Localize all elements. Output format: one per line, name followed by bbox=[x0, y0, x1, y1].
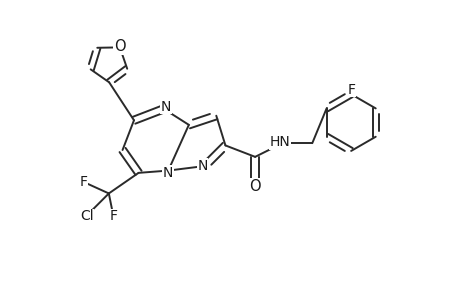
Text: F: F bbox=[109, 209, 117, 223]
Text: N: N bbox=[197, 159, 207, 173]
Text: Cl: Cl bbox=[80, 209, 94, 223]
Text: O: O bbox=[249, 179, 260, 194]
Text: O: O bbox=[114, 39, 125, 54]
Text: N: N bbox=[163, 166, 173, 180]
Text: F: F bbox=[347, 82, 354, 97]
Text: F: F bbox=[79, 175, 88, 189]
Text: HN: HN bbox=[269, 135, 290, 149]
Text: N: N bbox=[161, 100, 171, 114]
